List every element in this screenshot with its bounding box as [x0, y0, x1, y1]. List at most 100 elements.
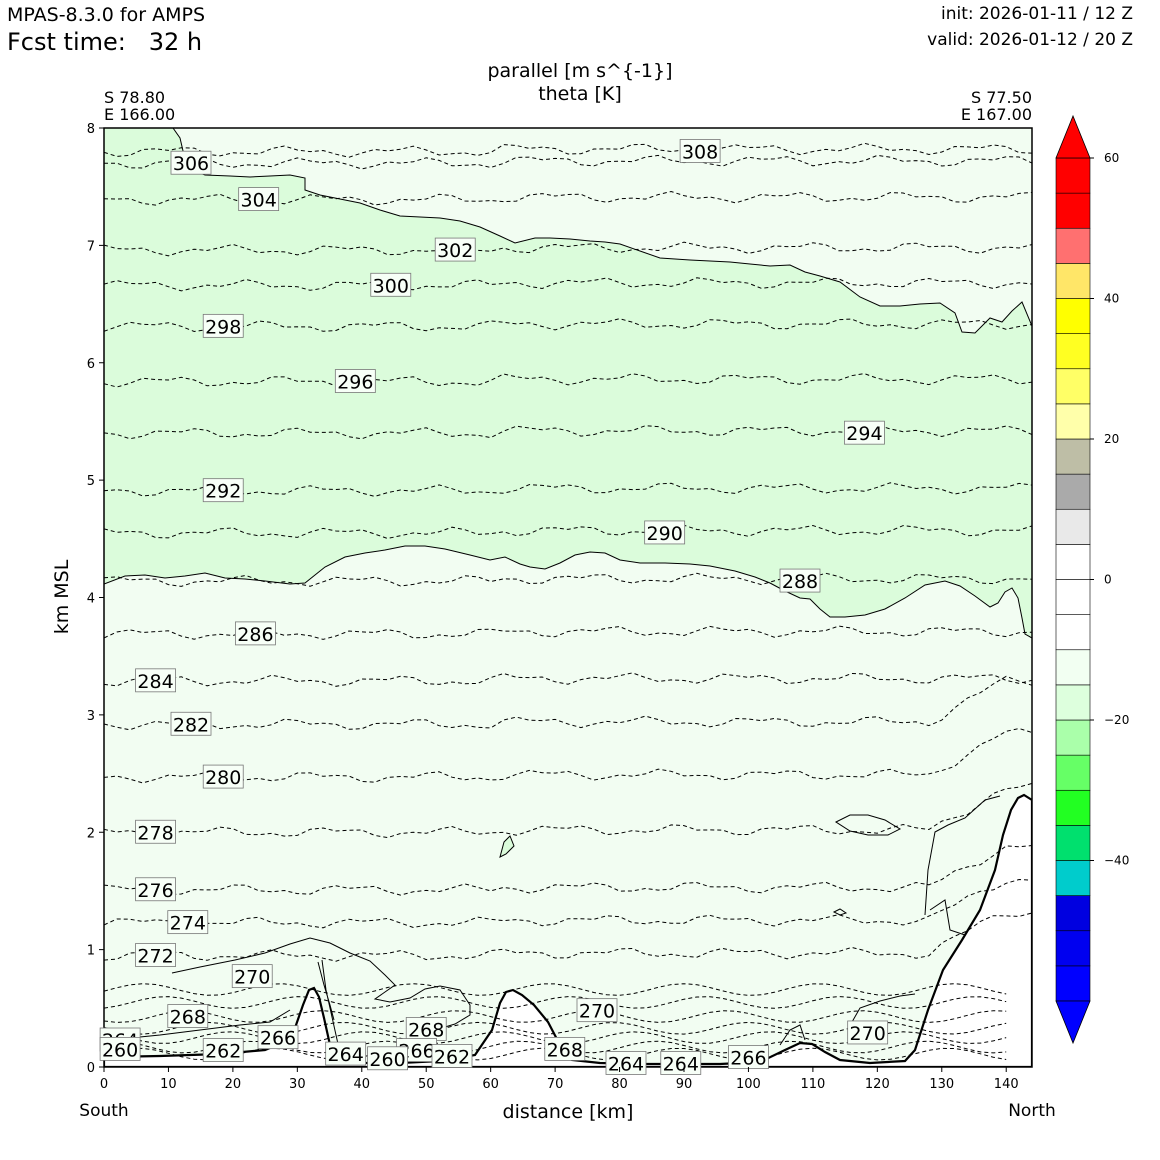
- theta-label-text: 280: [205, 767, 241, 789]
- theta-label-text: 262: [434, 1046, 470, 1068]
- theta-label: 298: [202, 313, 244, 338]
- theta-label: 270: [576, 998, 618, 1023]
- right-lon: E 167.00: [960, 105, 1032, 124]
- colorbar-segment: [1055, 473, 1091, 510]
- theta-label-box: [844, 420, 885, 445]
- isentrope-282: [104, 675, 1032, 731]
- theta-label-text: 284: [137, 671, 173, 693]
- theta-label: 278: [135, 819, 176, 844]
- colorbar-tick-label: 20: [1104, 432, 1119, 446]
- y-tick-label: 7: [87, 239, 95, 254]
- theta-labels: 3083063043023002982962942922902882862842…: [99, 139, 889, 1075]
- theta-label-text: 270: [234, 967, 270, 989]
- theta-label: 284: [135, 668, 176, 693]
- theta-label: 268: [405, 1017, 447, 1041]
- isentrope-280: [104, 727, 1032, 784]
- y-tick-label: 0: [87, 1061, 95, 1076]
- theta-label-text: 260: [102, 1039, 138, 1061]
- low-isentrope: [104, 996, 1007, 1009]
- left-lon: E 166.00: [104, 105, 176, 124]
- y-tick-label: 6: [87, 357, 95, 372]
- y-tick-label: 1: [87, 944, 95, 959]
- colorbar-segment: [1055, 895, 1091, 932]
- theta-label-box: [170, 150, 212, 175]
- isentrope-272: [104, 912, 1032, 962]
- colorbar-segment: [1055, 825, 1091, 861]
- positive-wind-contour-bump: [834, 814, 902, 836]
- colorbar-segment: [1055, 789, 1091, 826]
- theta-label: 286: [235, 621, 276, 646]
- theta-label-text: 268: [547, 1039, 583, 1061]
- theta-label: 266: [257, 1025, 299, 1050]
- theta-label-box: [544, 1036, 586, 1061]
- isentrope-274: [104, 878, 1032, 929]
- theta-label-box: [135, 943, 176, 967]
- isentrope-308: [104, 142, 1032, 158]
- theta-label-box: [605, 1051, 647, 1075]
- theta-label-box: [135, 668, 176, 693]
- fcst-label: Fcst time:: [7, 28, 126, 56]
- theta-label-text: 278: [137, 822, 173, 844]
- isentrope-288: [104, 572, 1032, 587]
- x-tick-label: 60: [482, 1077, 499, 1092]
- low-isentrope: [104, 983, 1007, 996]
- theta-label: 282: [170, 711, 212, 736]
- theta-label: 302: [434, 237, 476, 262]
- x-tick-label: 50: [418, 1077, 435, 1092]
- model-title: MPAS-8.3.0 for AMPS: [7, 4, 206, 26]
- y-tick-label: 8: [87, 122, 95, 137]
- right-endpoint: S 77.50 E 167.00: [961, 89, 1032, 123]
- theta-label-box: [660, 1051, 702, 1075]
- theta-label-box: [679, 139, 721, 163]
- colorbar-segment: [1055, 860, 1091, 896]
- isentrope-292: [104, 482, 1032, 497]
- chart-subtitle: theta [K]: [538, 83, 622, 105]
- theta-label-box: [202, 478, 244, 503]
- colorbar-segment: [1055, 368, 1091, 405]
- y-axis: 0 1 2 3 4 5 6 7 8: [87, 122, 104, 1076]
- south-label: South: [79, 1101, 128, 1121]
- isentrope-286: [104, 625, 1032, 640]
- theta-label-text: 272: [137, 945, 173, 967]
- x-tick-label: 10: [160, 1077, 177, 1092]
- x-tick-label: 110: [800, 1077, 825, 1092]
- small-wind-contour-2: [832, 908, 848, 916]
- theta-label-text: 306: [173, 153, 209, 175]
- theta-label: 264: [660, 1051, 702, 1075]
- theta-label-text: 300: [373, 275, 409, 297]
- isentrope-298: [104, 318, 1032, 333]
- colorbar-segment: [1055, 684, 1091, 721]
- x-tick-label: 40: [354, 1077, 371, 1092]
- colorbar-segment: [1055, 930, 1091, 967]
- x-tick-label: 80: [611, 1077, 628, 1092]
- colorbar-tick-label: 60: [1104, 151, 1119, 165]
- chart-title: parallel [m s^{-1}]: [487, 60, 673, 82]
- theta-label-box: [334, 369, 376, 393]
- y-tick-label: 4: [87, 592, 95, 607]
- theta-label: 260: [367, 1046, 408, 1071]
- colorbar-tick-label: −40: [1104, 854, 1129, 868]
- isentrope-296: [104, 373, 1032, 388]
- theta-label-box: [167, 1004, 209, 1028]
- colorbar-segment: [1055, 298, 1091, 334]
- theta-label-text: 274: [170, 913, 206, 935]
- theta-label-text: 260: [369, 1049, 405, 1071]
- theta-label-box: [202, 313, 244, 338]
- y-tick-label: 5: [87, 474, 95, 489]
- y-tick-label: 2: [87, 826, 95, 841]
- theta-label: 270: [847, 1020, 889, 1045]
- colorbar-tick-label: −20: [1104, 713, 1129, 727]
- theta-label-box: [99, 1036, 141, 1061]
- cold-pool-contour: [171, 937, 471, 1036]
- theta-label-box: [170, 711, 212, 736]
- isentrope-276: [104, 845, 1032, 896]
- theta-label-box: [434, 237, 476, 262]
- x-axis-label: distance [km]: [503, 1101, 634, 1123]
- fcst-value: 32 h: [148, 28, 203, 56]
- theta-label: 260: [99, 1036, 141, 1061]
- theta-label-text: 296: [337, 372, 373, 394]
- theta-label: 268: [544, 1036, 586, 1061]
- colorbar-segment: [1055, 579, 1091, 615]
- left-lat: S 78.80: [104, 88, 166, 107]
- colorbar-segment: [1055, 614, 1091, 651]
